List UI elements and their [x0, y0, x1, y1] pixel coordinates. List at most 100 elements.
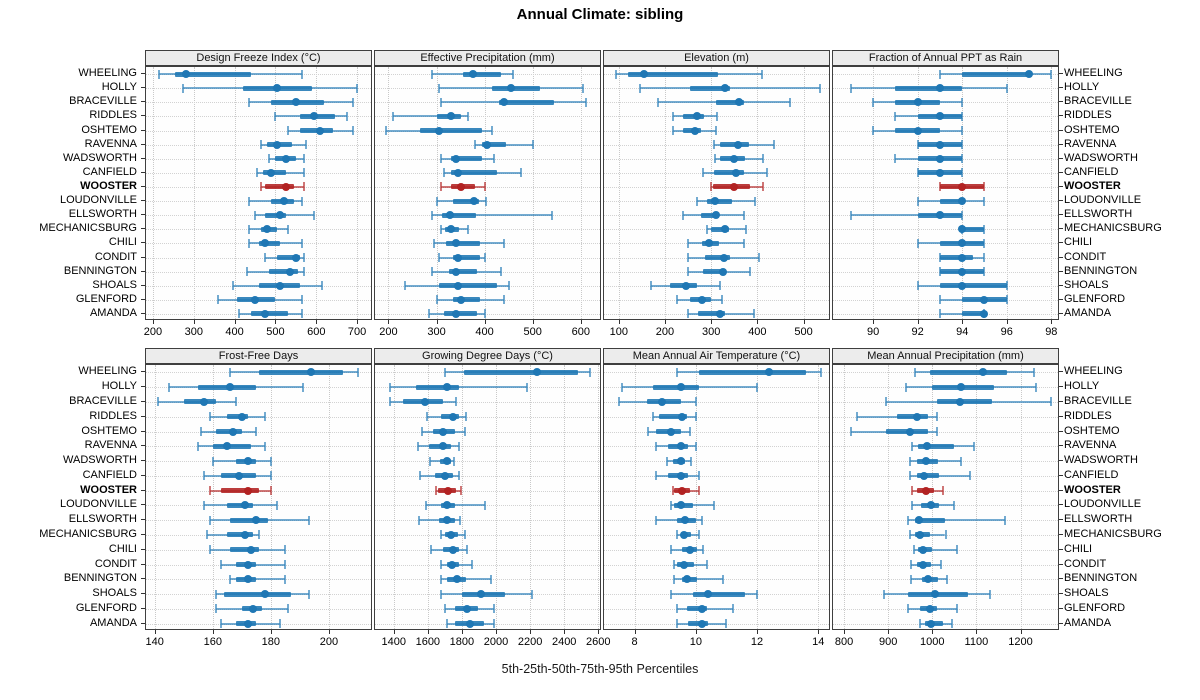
grid-hline	[146, 257, 371, 259]
row-tick-left	[141, 73, 145, 75]
row-tick-right	[1059, 504, 1063, 506]
row-tick-left	[141, 415, 145, 417]
x-tick-mark	[962, 320, 964, 324]
whisker-cap	[756, 382, 759, 392]
whisker-cap	[944, 530, 947, 540]
row-tick-right	[1059, 386, 1063, 388]
row-tick-left	[141, 519, 145, 521]
whisker-cap	[884, 397, 887, 407]
whisker-line	[913, 548, 957, 551]
whisker-cap	[258, 530, 261, 540]
iqr-bar	[175, 71, 251, 77]
row-tick-left	[141, 504, 145, 506]
grid-vline	[193, 67, 195, 319]
row-tick-right	[1059, 270, 1063, 272]
whisker-cap	[430, 69, 433, 79]
median-dot	[730, 154, 739, 163]
whisker-cap	[912, 545, 915, 555]
grid-vline	[496, 365, 498, 629]
x-tick-label: 200	[143, 326, 163, 338]
median-dot	[483, 140, 492, 149]
row-tick-right	[1059, 578, 1063, 580]
whisker-cap	[872, 126, 875, 135]
whisker-cap	[356, 83, 359, 93]
median-dot	[275, 211, 284, 220]
whisker-cap	[247, 238, 250, 248]
whisker-cap	[1034, 382, 1037, 392]
whisker-cap	[502, 295, 505, 305]
grid-vline	[316, 67, 318, 319]
site-label-right: OSHTEMO	[1064, 424, 1120, 437]
site-label-left: CONDIT	[94, 250, 137, 263]
whisker-cap	[457, 441, 460, 451]
whisker-cap	[466, 545, 469, 555]
grid-vline	[427, 365, 429, 629]
median-dot	[243, 575, 252, 584]
whisker-cap	[938, 295, 941, 305]
row-tick-left	[141, 228, 145, 230]
median-dot	[291, 98, 300, 107]
whisker-cap	[1032, 367, 1035, 377]
x-tick-label: 400	[225, 326, 244, 338]
whisker-cap	[675, 295, 678, 305]
site-label-right: HOLLY	[1064, 380, 1100, 393]
x-tick-label: 600	[571, 326, 590, 338]
iqr-bar	[462, 71, 502, 77]
whisker-cap	[742, 238, 745, 248]
whisker-cap	[425, 500, 428, 510]
median-dot	[979, 368, 987, 377]
x-tick-mark	[711, 320, 713, 324]
whisker-cap	[754, 196, 757, 206]
grid-vline	[461, 365, 463, 629]
median-dot	[678, 412, 687, 421]
grid-hline	[604, 461, 829, 463]
whisker-cap	[919, 619, 922, 629]
median-dot	[676, 383, 685, 392]
site-label-left: RAVENNA	[84, 439, 137, 452]
grid-vline	[664, 67, 666, 319]
grid-hline	[375, 475, 600, 477]
grid-hline	[375, 401, 600, 403]
whisker-cap	[700, 515, 703, 525]
whisker-cap	[460, 486, 463, 496]
median-dot	[263, 225, 272, 234]
median-dot	[935, 140, 944, 149]
whisker-cap	[278, 619, 281, 629]
whisker-cap	[439, 560, 442, 569]
grid-vline	[1006, 67, 1008, 319]
grid-vline	[328, 365, 330, 629]
whisker-cap	[705, 560, 708, 569]
median-dot	[243, 619, 252, 628]
median-dot	[918, 560, 927, 569]
whisker-line	[393, 115, 468, 118]
median-dot	[446, 112, 455, 121]
whisker-cap	[418, 515, 421, 525]
median-dot	[234, 471, 243, 480]
row-tick-left	[141, 200, 145, 202]
grid-vline	[1051, 67, 1053, 319]
grid-vline	[757, 67, 759, 319]
median-dot	[285, 267, 294, 276]
grid-hline	[375, 461, 600, 463]
whisker-cap	[911, 441, 914, 451]
whisker-cap	[235, 397, 237, 407]
whisker-cap	[208, 412, 211, 422]
median-dot	[456, 182, 465, 191]
site-label-left: MECHANICSBURG	[39, 527, 137, 540]
grid-hline	[833, 431, 1058, 433]
whisker-cap	[945, 574, 948, 584]
site-label-right: CONDIT	[1064, 250, 1107, 263]
whisker-cap	[433, 238, 436, 248]
whisker-cap	[961, 126, 964, 135]
whisker-cap	[465, 412, 468, 422]
site-label-right: CHILI	[1064, 542, 1093, 555]
median-dot	[469, 197, 478, 206]
median-dot	[279, 197, 288, 206]
grid-hline	[375, 313, 600, 315]
x-tick-mark	[234, 320, 236, 324]
median-dot	[733, 140, 742, 149]
whisker-cap	[428, 456, 431, 466]
grid-hline	[375, 564, 600, 566]
whisker-cap	[670, 589, 673, 599]
